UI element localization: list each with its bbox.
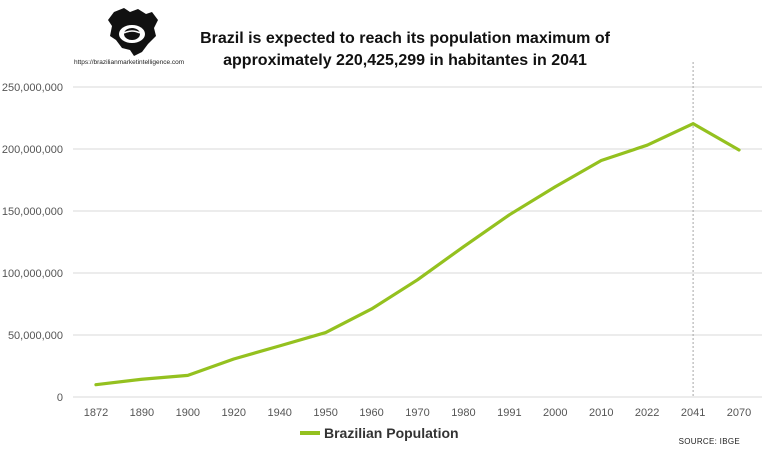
series-line [94, 122, 741, 387]
x-tick-label: 2000 [543, 407, 567, 419]
x-tick-label: 2041 [681, 407, 705, 419]
logo-url-text: https://brazilianmarketintelligence.com [74, 59, 185, 66]
x-tick-label: 1872 [84, 407, 108, 419]
y-tick-label: 200,000,000 [2, 144, 63, 156]
x-tick-label: 1940 [267, 407, 291, 419]
x-tick-label: 1950 [313, 407, 337, 419]
x-tick-label: 1991 [497, 407, 521, 419]
chart-title-line-2: approximately 220,425,299 in habitantes … [223, 52, 587, 69]
y-tick-label: 100,000,000 [2, 268, 63, 280]
y-tick-label: 250,000,000 [2, 82, 63, 94]
legend-label: Brazilian Population [324, 425, 459, 441]
x-tick-label: 2070 [727, 407, 751, 419]
legend-swatch [300, 431, 320, 435]
chart-title: Brazil is expected to reach its populati… [170, 28, 640, 72]
x-tick-label: 2022 [635, 407, 659, 419]
y-tick-label: 0 [57, 392, 63, 404]
x-tick-label: 1980 [451, 407, 475, 419]
x-tick-label: 1920 [222, 407, 246, 419]
y-tick-label: 150,000,000 [2, 206, 63, 218]
x-tick-label: 2010 [589, 407, 613, 419]
x-tick-label: 1970 [405, 407, 429, 419]
source-note: SOURCE: IBGE [678, 437, 740, 446]
y-tick-label: 50,000,000 [8, 330, 63, 342]
x-tick-label: 1890 [130, 407, 154, 419]
x-tick-label: 1900 [176, 407, 200, 419]
legend: Brazilian Population [300, 425, 459, 441]
x-tick-label: 1960 [359, 407, 383, 419]
chart-title-line-1: Brazil is expected to reach its populati… [200, 30, 610, 47]
brazil-map-logo [100, 6, 170, 58]
